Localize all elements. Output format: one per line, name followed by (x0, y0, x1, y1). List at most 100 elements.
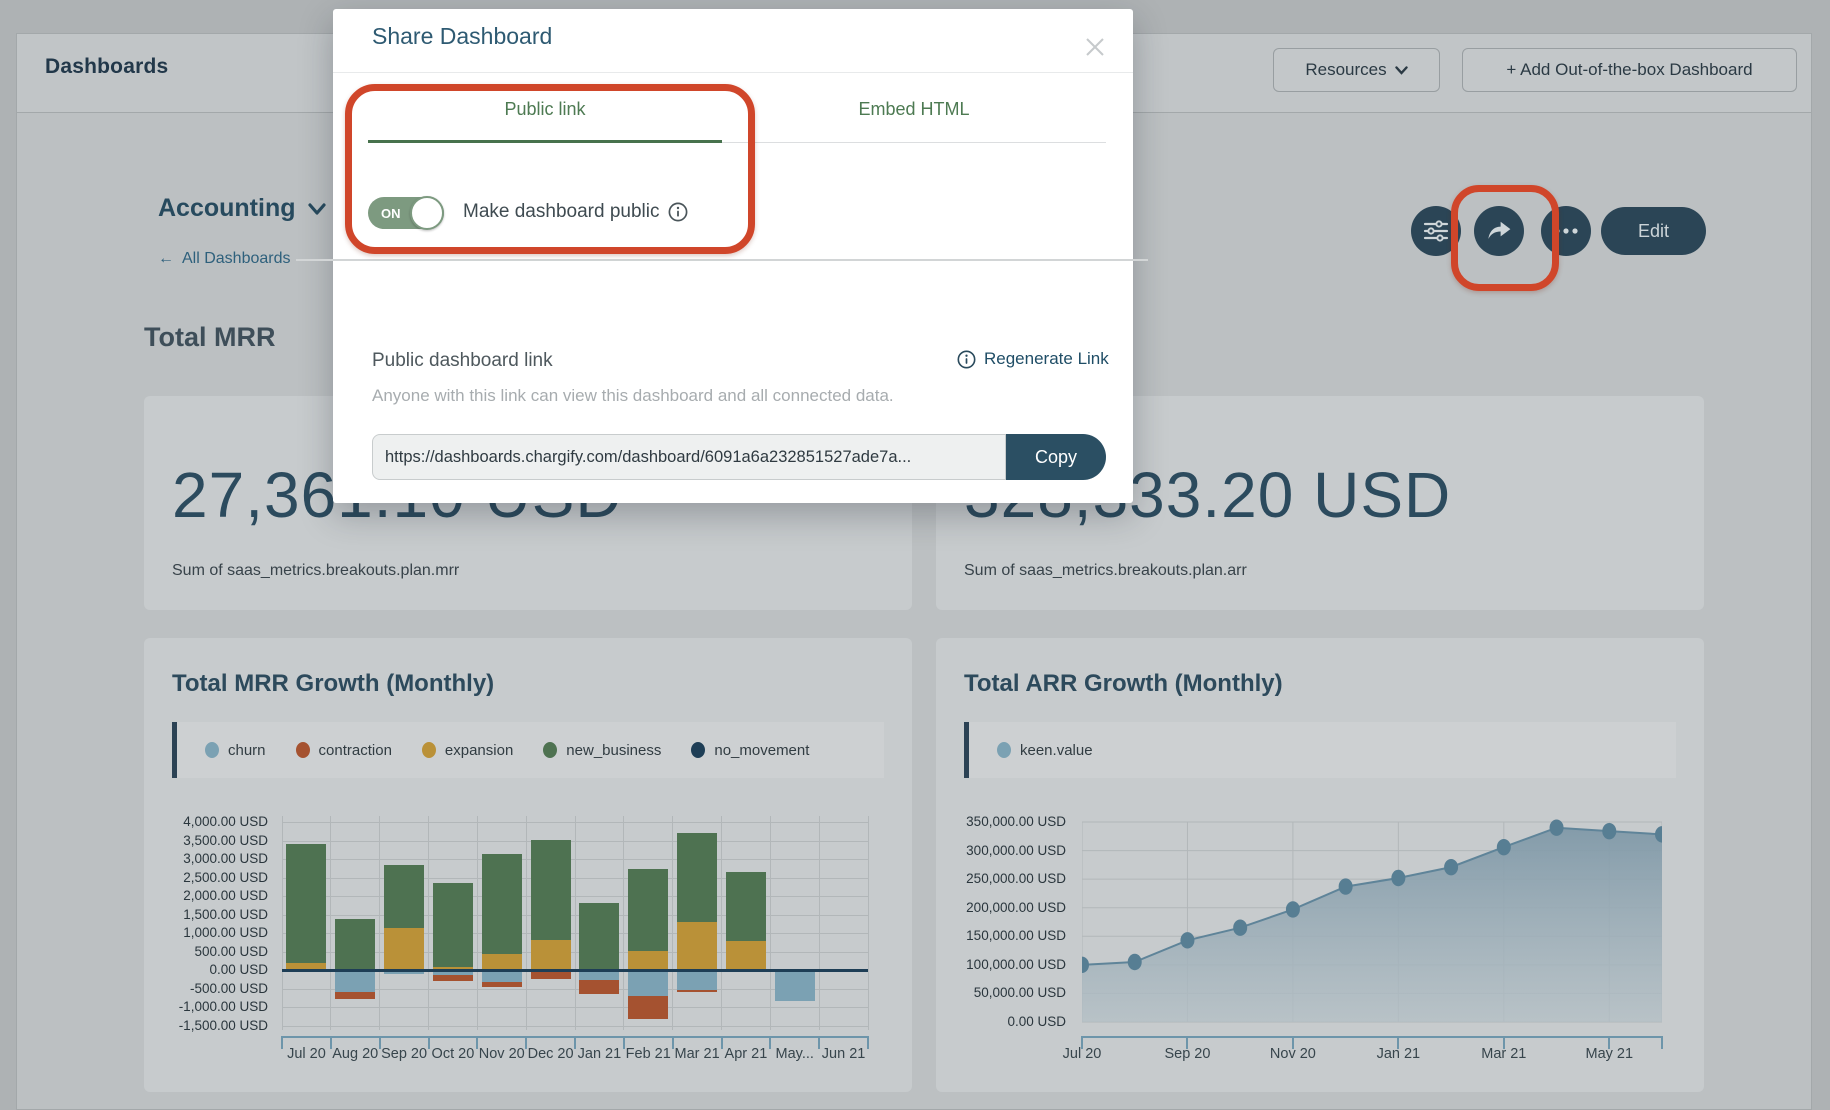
data-point-marker (1391, 869, 1406, 887)
y-tick-label: 150,000.00 USD (966, 928, 1066, 944)
page-title: Dashboards (45, 55, 169, 78)
data-point-marker (1180, 932, 1195, 949)
data-point-marker (1127, 953, 1142, 971)
resources-button[interactable]: Resources (1273, 48, 1440, 92)
mrr-chart-x-labels: Jul 20 Aug 20 Sep 20 Oct 20 Nov 20 Dec 20 Jan … (282, 1046, 868, 1066)
y-tick-label: 200,000.00 USD (966, 899, 1066, 915)
y-tick-label: 2,500.00 USD (183, 869, 268, 885)
copy-button[interactable]: Copy (1006, 434, 1106, 480)
bar-segment-contraction (628, 996, 669, 1019)
data-point-marker (1285, 901, 1300, 918)
x-tick-label: Nov 20 (478, 1046, 525, 1062)
x-tick (1291, 1036, 1294, 1049)
legend-dot (691, 742, 706, 758)
modal-close-button[interactable] (1081, 33, 1109, 61)
bar-segment-contraction (579, 980, 620, 994)
legend-item: contraction (295, 741, 392, 759)
tab-public-link-label: Public link (504, 98, 586, 119)
close-icon (1086, 38, 1104, 56)
legend-label: churn (228, 741, 266, 759)
gridline-v (476, 816, 478, 1030)
gridline-v (818, 816, 820, 1030)
legend-label: keen.value (1020, 741, 1093, 759)
bar-segment-expansion (286, 962, 327, 971)
y-tick-label: -500.00 USD (189, 980, 268, 996)
x-tick-label: Jan 21 (1376, 1046, 1421, 1062)
y-tick-label: 1,500.00 USD (183, 906, 268, 922)
tab-public-link[interactable]: Public link (368, 87, 722, 131)
more-options-button[interactable] (1541, 206, 1591, 256)
x-tick-label: Oct 20 (431, 1046, 475, 1062)
make-public-toggle[interactable]: ON (368, 196, 444, 230)
x-tick (574, 1036, 576, 1049)
y-tick-label: 250,000.00 USD (966, 871, 1066, 887)
data-point-marker (1602, 822, 1617, 840)
annotation-ring-tabs (345, 84, 755, 254)
bar-segment-expansion (677, 921, 718, 971)
x-tick-label: Sep 20 (1164, 1046, 1211, 1062)
legend-item: churn (205, 742, 266, 759)
y-tick-label: -1,000.00 USD (178, 999, 268, 1015)
gridline-v (525, 816, 527, 1030)
edit-button[interactable]: Edit (1601, 207, 1706, 255)
bar-segment-new_business (384, 865, 425, 928)
legend-item: keen.value (997, 742, 1093, 759)
x-tick (1661, 1036, 1663, 1049)
x-tick-label: Aug 20 (332, 1046, 379, 1062)
legend-dot (421, 742, 436, 758)
dashboard-name-dropdown[interactable]: Accounting (158, 194, 326, 223)
share-button[interactable] (1474, 206, 1524, 256)
x-tick (1502, 1036, 1505, 1049)
arr-caption: Sum of saas_metrics.breakouts.plan.arr (964, 562, 1247, 579)
x-tick (1186, 1036, 1189, 1049)
bar-segment-churn (677, 970, 718, 990)
x-tick (427, 1036, 430, 1049)
data-point-marker (1338, 878, 1353, 895)
regenerate-link-button[interactable]: Regenerate Link (957, 349, 1109, 369)
info-icon[interactable] (668, 202, 688, 222)
info-icon (957, 350, 976, 368)
bar-segment-new_business (432, 883, 473, 968)
legend-item: new_business (543, 742, 661, 759)
copy-button-label: Copy (1034, 446, 1078, 467)
x-tick (329, 1036, 332, 1049)
tab-embed-html[interactable]: Embed HTML (722, 87, 1106, 131)
share-dashboard-modal: Share Dashboard Public link Embed HTML O… (333, 9, 1133, 503)
x-tick (1397, 1036, 1400, 1049)
legend-label: no_movement (714, 741, 810, 759)
bar-segment-expansion (384, 927, 425, 971)
x-tick (671, 1036, 674, 1049)
x-tick-label: Jan 21 (577, 1046, 622, 1062)
gridline-v (867, 816, 869, 1030)
x-tick-label: May 21 (1585, 1046, 1634, 1062)
x-tick-label: Jul 20 (287, 1046, 326, 1062)
bar-segment-expansion (530, 939, 571, 971)
gridline-v (769, 816, 771, 1030)
bar-segment-expansion (481, 953, 522, 971)
arr-chart-y-axis: 350,000.00 USD 300,000.00 USD 250,000.00 U… (930, 814, 1066, 1030)
x-tick (476, 1036, 479, 1049)
edit-button-label: Edit (1637, 220, 1670, 241)
mrr-chart-title: Total MRR Growth (Monthly) (172, 670, 495, 697)
x-tick-label: Apr 21 (724, 1046, 768, 1062)
back-arrow-icon: ← (158, 250, 174, 267)
bar-segment-contraction (432, 974, 473, 982)
x-tick-label: Mar 21 (1481, 1046, 1527, 1062)
mrr-chart-plot (281, 816, 869, 1030)
public-link-label: Public dashboard link (372, 350, 553, 371)
bar-segment-churn (432, 970, 473, 975)
add-dashboard-button[interactable]: + Add Out-of-the-box Dashboard (1462, 48, 1797, 92)
public-link-input[interactable] (372, 434, 1006, 480)
header-divider-line (296, 259, 1148, 261)
dashboard-name-label: Accounting (158, 194, 296, 222)
x-tick (769, 1036, 772, 1049)
sliders-icon (1423, 220, 1449, 242)
gridline-v (428, 816, 429, 1030)
x-tick (818, 1036, 821, 1049)
x-tick (1081, 1036, 1083, 1049)
legend-label: contraction (318, 741, 392, 759)
gridline-v (672, 816, 674, 1030)
all-dashboards-link[interactable]: ← All Dashboards (158, 250, 291, 268)
x-tick (1608, 1036, 1611, 1049)
regenerate-link-label: Regenerate Link (984, 349, 1109, 368)
